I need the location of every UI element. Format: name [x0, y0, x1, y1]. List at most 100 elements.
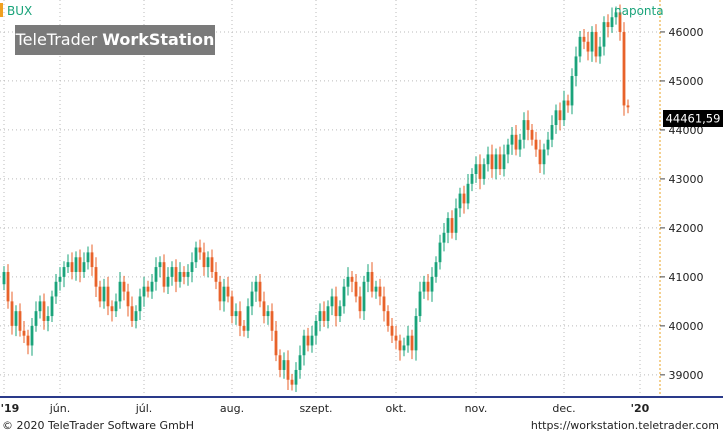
candle: [450, 210, 454, 239]
candle: [430, 267, 434, 302]
candle-body: [438, 242, 442, 263]
candle: [162, 254, 166, 293]
candle-body: [430, 276, 434, 292]
candle: [494, 148, 498, 180]
x-tick-label: jún.: [49, 402, 71, 415]
candle: [554, 104, 558, 134]
candle: [418, 281, 422, 322]
candle: [62, 261, 66, 288]
candle: [274, 320, 278, 362]
candle: [446, 212, 450, 244]
candle-body: [522, 120, 526, 140]
last-value-badge: [663, 110, 723, 127]
candle: [66, 254, 70, 273]
candle-body: [586, 41, 590, 52]
candle-body: [562, 100, 566, 121]
candle-body: [526, 120, 530, 130]
candle-body: [358, 296, 362, 312]
plot-background: [0, 0, 660, 397]
candle: [534, 131, 538, 157]
candle: [474, 156, 478, 183]
candle-body: [502, 154, 506, 170]
candle: [254, 275, 258, 302]
candle-body: [174, 267, 178, 282]
candle-body: [70, 262, 74, 272]
source-url: https://workstation.teletrader.com: [530, 419, 719, 432]
candle-body: [142, 286, 146, 297]
candle: [282, 352, 286, 379]
candle-body: [186, 271, 190, 277]
candle-body: [258, 281, 262, 302]
candle-body: [446, 218, 450, 233]
candle-body: [210, 257, 214, 272]
candle-body: [498, 154, 502, 170]
candle-body: [366, 271, 370, 282]
candle: [262, 291, 266, 324]
candle: [194, 241, 198, 269]
candle-body: [410, 335, 414, 351]
candle: [498, 146, 502, 175]
candle: [102, 278, 106, 309]
y-tick-label: 40000: [669, 320, 704, 333]
last-value-label: 44461,59: [666, 112, 721, 126]
candle: [338, 300, 342, 322]
candle: [518, 133, 522, 157]
candle: [442, 222, 446, 252]
candle: [374, 280, 378, 299]
candle: [530, 124, 534, 146]
candle-body: [274, 330, 278, 356]
candle-body: [106, 286, 110, 307]
candle-body: [134, 311, 138, 321]
candle: [166, 267, 170, 295]
candle-body: [114, 301, 118, 312]
candle: [310, 325, 314, 353]
watermark-product: WorkStation: [102, 30, 215, 49]
candle-body: [614, 12, 618, 18]
candle-body: [122, 281, 126, 292]
candle: [386, 305, 390, 332]
candle-body: [250, 291, 254, 307]
candle-body: [42, 301, 46, 321]
candle: [42, 293, 46, 330]
candle-body: [474, 164, 478, 175]
x-tick-label: aug.: [220, 402, 244, 415]
candle-body: [166, 276, 170, 287]
candle-body: [622, 31, 626, 106]
candle-body: [466, 183, 470, 204]
candle-body: [450, 218, 454, 233]
candle-body: [606, 22, 610, 28]
candle: [594, 24, 598, 63]
candle: [138, 288, 142, 320]
candle-body: [382, 296, 386, 312]
candle-body: [374, 286, 378, 292]
candle: [562, 90, 566, 126]
candle: [354, 273, 358, 303]
watermark: TeleTrader WorkStation: [15, 25, 215, 55]
candle-body: [282, 360, 286, 370]
candle: [390, 318, 394, 344]
y-tick-label: 46000: [669, 26, 704, 39]
candle-body: [18, 311, 22, 331]
candle-body: [338, 306, 342, 317]
candle-body: [362, 281, 366, 312]
price-chart: BUX naponta 39000 40000 41000 42000 43000 440…: [0, 0, 723, 415]
candle-body: [26, 335, 30, 346]
candle: [26, 329, 30, 355]
candle-body: [170, 267, 174, 277]
candle-body: [370, 271, 374, 292]
candle: [574, 46, 578, 87]
candle: [70, 252, 74, 280]
candle-body: [350, 276, 354, 282]
candle: [546, 131, 550, 156]
candle-body: [6, 271, 10, 302]
candle: [46, 306, 50, 332]
candle-body: [178, 271, 182, 282]
candle: [6, 264, 10, 309]
candle: [130, 296, 134, 327]
candle: [230, 290, 234, 324]
candle-body: [342, 286, 346, 307]
candle: [2, 266, 6, 291]
candle: [82, 252, 86, 278]
candle-body: [290, 379, 294, 385]
candle-body: [422, 281, 426, 292]
